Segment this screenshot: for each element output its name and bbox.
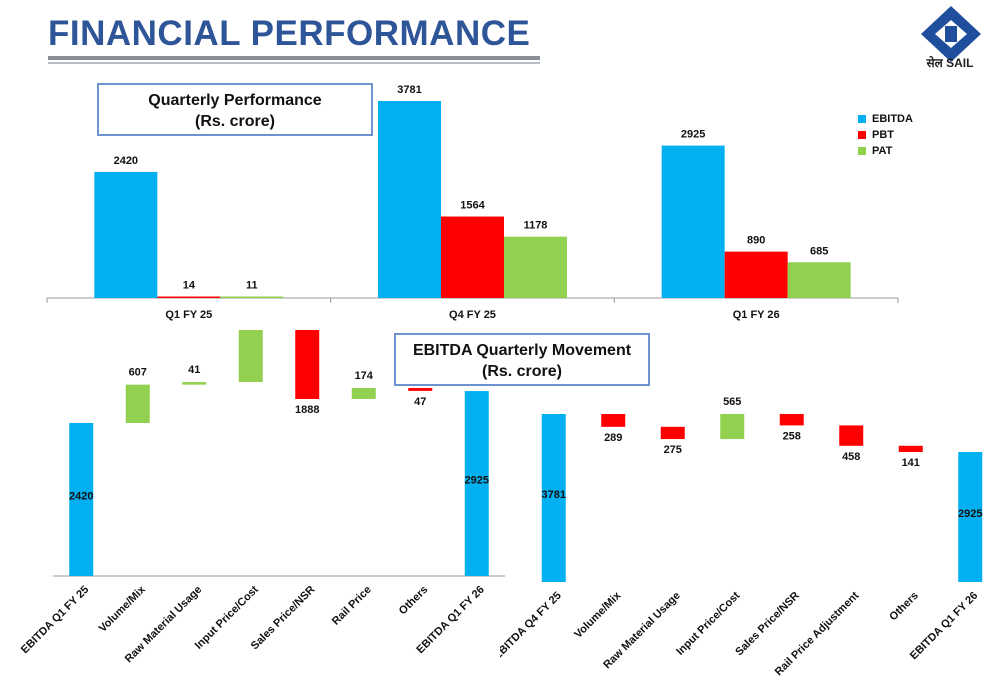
waterfall-bar-3: [238, 330, 263, 383]
waterfall-data-label-4: 1888: [295, 404, 319, 416]
legend-swatch-ebitda: [858, 115, 866, 123]
bar-pbt-2: [724, 251, 788, 298]
data-label-pbt-1: 1564: [460, 200, 485, 212]
bar-ebitda-0: [94, 171, 158, 298]
ebitda-movement-title-box: EBITDA Quarterly Movement (Rs. crore): [394, 333, 650, 386]
bar-pbt-0: [157, 296, 221, 298]
waterfall-data-label-7: 2925: [958, 508, 982, 520]
quarterly-performance-title-box: Quarterly Performance (Rs. crore): [97, 83, 373, 136]
legend-swatch-pat: [858, 147, 866, 155]
bar-pat-2: [787, 262, 851, 298]
data-label-pat-1: 1178: [524, 220, 548, 232]
page-title: FINANCIAL PERFORMANCE: [48, 14, 531, 53]
legend-item-pat: PAT: [858, 143, 913, 159]
waterfall-category-label-1: Volume/Mix: [97, 583, 149, 635]
legend-label-ebitda: EBITDA: [872, 113, 913, 125]
waterfall-data-label-4: 258: [783, 430, 801, 442]
x-tick-label-1: Q4 FY 25: [449, 309, 496, 321]
waterfall-data-label-5: 174: [355, 370, 374, 382]
waterfall-category-label-0: EBITDA Q4 FY 25: [500, 590, 564, 662]
x-tick-label-2: Q1 FY 26: [733, 309, 780, 321]
waterfall-category-label-6: Others: [397, 584, 431, 618]
ebitda-movement-title: EBITDA Quarterly Movement: [412, 342, 632, 359]
bar-pat-1: [504, 236, 567, 298]
quarterly-performance-chart: 2420 14 11 Q1 FY 25 3781 1564 1178 Q4 FY 25 2925…: [46, 84, 899, 321]
legend-label-pbt: PBT: [872, 129, 894, 141]
waterfall-category-label-4: Sales Price/NSR: [733, 590, 802, 659]
legend-item-pbt: PBT: [858, 127, 913, 143]
waterfall-data-label-5: 458: [842, 451, 860, 463]
data-label-pbt-2: 890: [747, 235, 765, 247]
waterfall-category-label-5: Rail Price: [330, 584, 374, 628]
waterfall-data-label-1: 607: [129, 367, 147, 379]
waterfall-data-label-1: 289: [604, 432, 622, 444]
waterfall-bar-6: [408, 387, 433, 391]
waterfall-bar-5: [351, 387, 376, 399]
bar-ebitda-2: [661, 145, 725, 298]
waterfall-category-label-6: Others: [887, 590, 921, 624]
logo-text: सेल SAIL: [926, 56, 974, 70]
data-label-pat-2: 685: [810, 245, 828, 257]
waterfall-bar-3: [720, 413, 745, 440]
waterfall-data-label-6: 141: [902, 457, 920, 469]
waterfall-bar-7: [464, 391, 489, 576]
legend-item-ebitda: EBITDA: [858, 111, 913, 127]
quarterly-performance-subtitle: (Rs. crore): [194, 113, 276, 130]
bar-pat-0: [220, 296, 284, 298]
data-label-ebitda-2: 2925: [681, 129, 705, 141]
waterfall-category-label-7: EBITDA Q1 FY 26: [908, 590, 980, 662]
waterfall-bar-2: [660, 426, 685, 440]
bar-pbt-1: [441, 216, 504, 298]
data-label-ebitda-1: 3781: [397, 84, 421, 96]
legend-label-pat: PAT: [872, 145, 893, 157]
waterfall-bar-5: [839, 425, 864, 446]
legend-swatch-pbt: [858, 131, 866, 139]
waterfall-bar-4: [779, 413, 804, 426]
waterfall-bar-6: [898, 445, 923, 453]
bar-ebitda-1: [378, 101, 441, 298]
waterfall-data-label-2: 41: [188, 364, 200, 376]
waterfall-category-label-1: Volume/Mix: [572, 589, 624, 641]
data-label-pbt-0: 14: [183, 280, 196, 292]
waterfall-data-label-2: 275: [664, 444, 682, 456]
legend: EBITDA PBT PAT: [858, 111, 913, 159]
waterfall-bar-4: [295, 330, 320, 399]
waterfall-bar-1: [601, 414, 626, 427]
ebitda-movement-subtitle: (Rs. crore): [481, 363, 563, 380]
waterfall-bar-0: [69, 423, 94, 576]
waterfall-category-label-3: Input Price/Cost: [674, 589, 742, 657]
waterfall-bar-7: [958, 452, 983, 582]
waterfall-bar-0: [541, 414, 566, 582]
waterfall-bar-2: [182, 382, 207, 385]
quarterly-performance-title: Quarterly Performance: [148, 92, 322, 109]
waterfall-data-label-3: 565: [723, 396, 741, 408]
waterfall-data-label-6: 47: [414, 396, 426, 408]
data-label-ebitda-0: 2420: [114, 155, 138, 167]
sail-logo-icon: [921, 6, 981, 62]
title-underline-thin: [48, 62, 540, 64]
waterfall-data-label-0: 2420: [69, 491, 93, 503]
waterfall-bar-1: [125, 384, 150, 423]
data-label-pat-0: 11: [246, 280, 258, 292]
waterfall-category-label-0: EBITDA Q1 FY 25: [19, 584, 91, 656]
title-underline: [48, 56, 540, 60]
waterfall-data-label-0: 3781: [542, 489, 566, 501]
waterfall-data-label-7: 2925: [465, 475, 489, 487]
x-tick-label-0: Q1 FY 25: [165, 309, 212, 321]
